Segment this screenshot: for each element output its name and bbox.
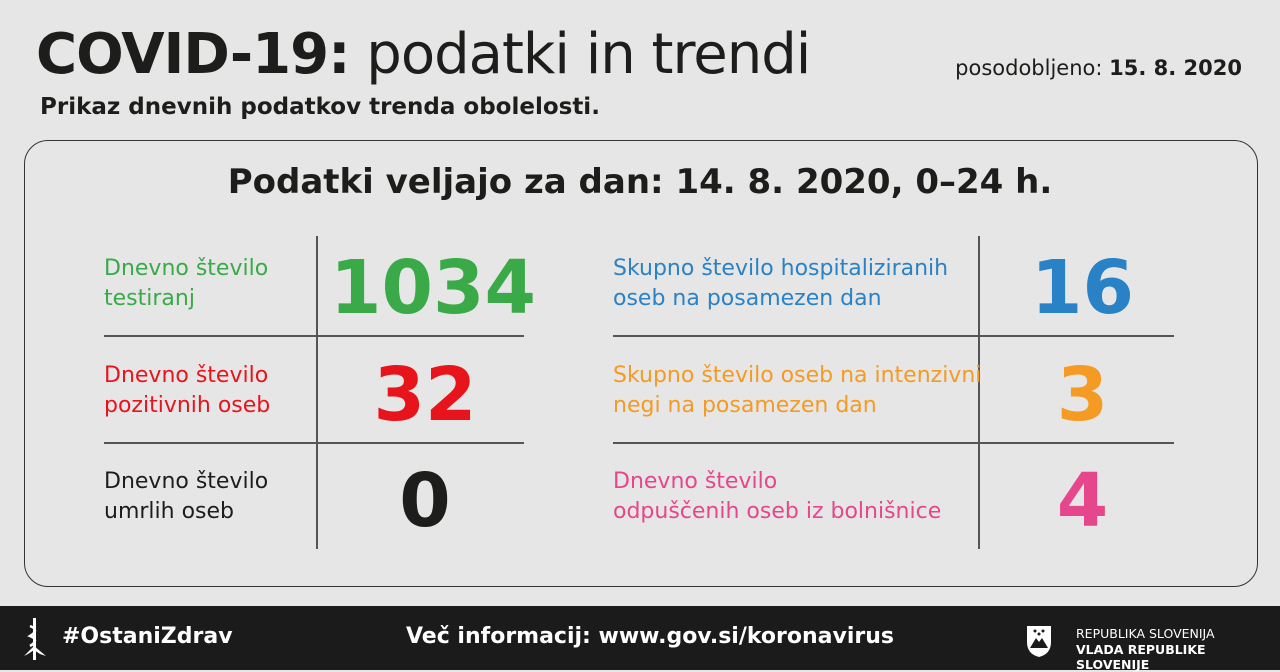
label-line: Dnevno število	[104, 256, 269, 281]
gov-line2: VLADA REPUBLIKE SLOVENIJE	[1076, 642, 1206, 672]
updated-date: posodobljeno: 15. 8. 2020	[955, 56, 1242, 80]
divider	[613, 442, 1174, 444]
label-line: Dnevno število	[104, 469, 269, 494]
subtitle: Prikaz dnevnih podatkov trenda obolelost…	[40, 94, 600, 120]
label-line: Skupno število hospitaliziranih	[613, 256, 949, 281]
label-line: negi na posamezen dan	[613, 393, 877, 418]
more-info-link[interactable]: Več informacij: www.gov.si/koronavirus	[405, 624, 894, 649]
label-line: oseb na posamezen dan	[613, 286, 882, 311]
slovenia-coat-of-arms-icon	[1027, 626, 1051, 657]
hashtag: #OstaniZdrav	[62, 624, 233, 649]
stat-value: 1034	[330, 245, 536, 331]
page-title: COVID-19: podatki in trendi	[36, 22, 811, 87]
stat-label: Dnevno število pozitivnih oseb	[104, 361, 270, 421]
label-line: Dnevno število	[613, 469, 778, 494]
label-line: pozitivnih oseb	[104, 393, 271, 418]
stat-value: 32	[373, 352, 477, 438]
stat-value: 16	[1031, 245, 1134, 331]
label-line: testiranj	[104, 286, 195, 311]
stat-value: 3	[1056, 352, 1109, 438]
stat-label: Dnevno število umrlih oseb	[104, 467, 268, 527]
label-line: umrlih oseb	[104, 499, 235, 524]
label-line: odpuščenih oseb iz bolnišnice	[613, 499, 942, 524]
stat-label: Dnevno število odpuščenih oseb iz bolnišn…	[613, 467, 941, 527]
gov-line1: REPUBLIKA SLOVENIJA	[1076, 626, 1215, 641]
divider	[613, 335, 1174, 337]
divider	[978, 236, 980, 549]
stat-label: Skupno število hospitaliziranih oseb na p…	[613, 254, 948, 314]
stat-label: Skupno število oseb na intenzivni negi na…	[613, 361, 981, 421]
stat-value: 4	[1056, 458, 1109, 544]
label-line: Skupno število oseb na intenzivni	[613, 363, 982, 388]
footer: #OstaniZdrav Več informacij: www.gov.si/…	[0, 606, 1280, 672]
label-line: Dnevno število	[104, 363, 269, 388]
divider	[104, 442, 524, 444]
divider	[104, 335, 524, 337]
data-panel	[24, 140, 1258, 587]
stat-label: Dnevno število testiranj	[104, 254, 268, 314]
stat-value: 0	[399, 458, 451, 544]
panel-title: Podatki veljajo za dan: 14. 8. 2020, 0–2…	[227, 162, 1053, 202]
asclepius-icon	[24, 618, 46, 660]
divider	[316, 236, 318, 549]
